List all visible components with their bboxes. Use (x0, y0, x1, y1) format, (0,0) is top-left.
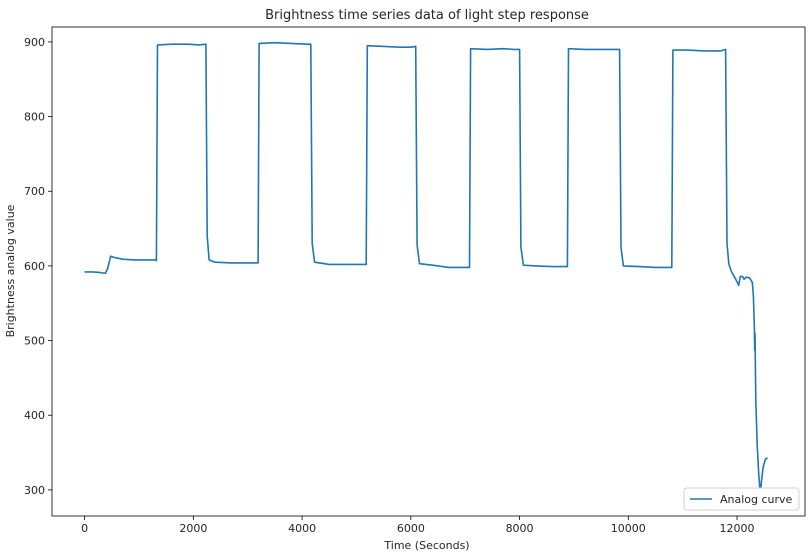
legend-label: Analog curve (720, 493, 793, 506)
y-tick-label: 500 (24, 335, 45, 348)
legend: Analog curve (683, 487, 800, 511)
y-tick-label: 400 (24, 409, 45, 422)
y-tick-label: 700 (24, 185, 45, 198)
chart-title: Brightness time series data of light ste… (265, 8, 589, 23)
x-tick-label: 0 (81, 522, 88, 535)
x-tick-label: 2000 (179, 522, 207, 535)
y-tick-label: 600 (24, 260, 45, 273)
y-tick-label: 800 (24, 111, 45, 124)
y-axis: 300 400 500 600 700 800 900 (24, 36, 52, 497)
x-tick-label: 10000 (611, 522, 646, 535)
series-line (84, 41, 768, 491)
y-tick-label: 900 (24, 36, 45, 49)
x-tick-label: 12000 (720, 522, 755, 535)
x-tick-label: 8000 (506, 522, 534, 535)
x-tick-label: 4000 (288, 522, 316, 535)
plot-frame (51, 26, 806, 517)
x-tick-label: 6000 (397, 522, 425, 535)
legend-box (683, 487, 800, 511)
y-axis-label: Brightness analog value (4, 204, 17, 337)
y-tick-label: 300 (24, 484, 45, 497)
x-axis: 0 2000 4000 6000 8000 10000 12000 (81, 516, 755, 535)
x-axis-label: Time (Seconds) (383, 539, 469, 552)
plot-area (51, 26, 806, 517)
